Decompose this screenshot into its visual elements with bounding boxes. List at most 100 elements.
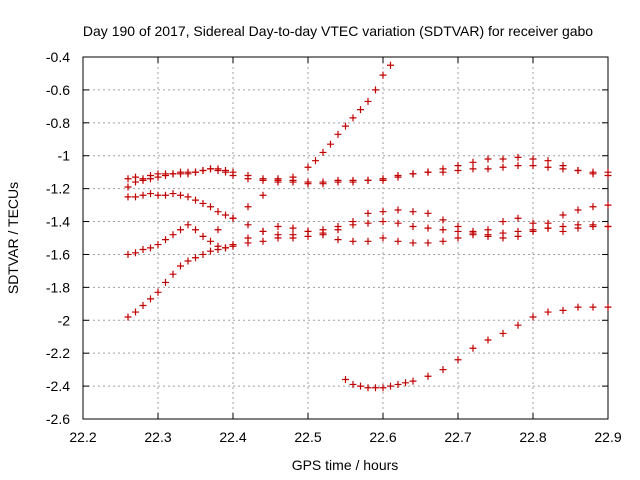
data-point: [439, 237, 447, 245]
data-point: [424, 372, 432, 380]
data-point: [499, 329, 507, 337]
data-point: [559, 162, 567, 170]
data-point: [304, 163, 312, 171]
data-point: [529, 219, 537, 227]
y-tick-label: -0.4: [46, 49, 70, 65]
data-point: [162, 236, 169, 244]
data-point: [289, 231, 297, 239]
data-point: [327, 140, 334, 148]
y-tick-label: -1.4: [46, 214, 70, 230]
data-point: [132, 193, 139, 201]
data-point: [214, 208, 222, 216]
data-point: [454, 162, 462, 170]
data-point: [289, 173, 297, 181]
data-point: [349, 237, 357, 245]
x-tick-label: 22.8: [519, 429, 546, 445]
data-point: [162, 171, 169, 179]
data-point: [454, 234, 462, 242]
data-point: [124, 250, 132, 258]
data-point: [244, 239, 252, 247]
data-point: [514, 321, 522, 329]
data-point: [334, 222, 342, 230]
data-point: [387, 382, 394, 390]
data-point: [454, 227, 462, 235]
data-point: [304, 180, 312, 188]
y-tick-label: -0.6: [46, 82, 70, 98]
data-point: [229, 171, 237, 179]
data-point: [559, 222, 567, 230]
data-point: [312, 157, 319, 165]
data-point: [124, 313, 132, 321]
y-tick-label: -2.2: [46, 345, 70, 361]
x-tick-label: 22.5: [294, 429, 321, 445]
data-point: [499, 218, 507, 226]
data-point: [207, 247, 214, 255]
data-point: [589, 221, 597, 229]
data-point: [192, 196, 199, 204]
data-point: [364, 97, 372, 105]
data-point: [259, 227, 267, 235]
data-point: [349, 114, 357, 122]
data-point: [409, 170, 417, 178]
data-point: [409, 208, 417, 216]
series-track-2: [124, 153, 612, 191]
data-point: [154, 241, 162, 249]
data-point: [229, 214, 237, 222]
data-point: [214, 246, 222, 254]
data-point: [394, 219, 402, 227]
series-track-5: [124, 218, 612, 321]
y-tick-label: -1.8: [46, 279, 70, 295]
data-point: [484, 165, 492, 173]
data-point: [334, 236, 342, 244]
data-point: [439, 216, 447, 224]
data-point: [154, 191, 162, 199]
data-point: [454, 356, 462, 364]
data-point: [604, 303, 612, 311]
data-point: [514, 227, 522, 235]
data-point: [124, 183, 132, 191]
data-point: [559, 306, 567, 314]
data-point: [394, 206, 402, 214]
data-point: [139, 191, 147, 199]
data-point: [484, 231, 492, 239]
data-point: [199, 199, 207, 207]
data-point: [349, 380, 357, 388]
data-point: [147, 244, 154, 252]
data-point: [147, 190, 154, 198]
data-point: [379, 176, 387, 184]
data-point: [469, 165, 477, 173]
data-point: [244, 175, 252, 183]
data-point: [274, 178, 282, 186]
y-tick-label: -0.8: [46, 115, 70, 131]
series-track-6: [214, 61, 394, 234]
series-track-3: [124, 190, 612, 242]
y-tick-label: -1: [58, 148, 71, 164]
data-point: [132, 308, 139, 316]
data-point: [229, 242, 237, 250]
data-point: [154, 288, 162, 296]
data-point: [177, 170, 184, 178]
data-point: [244, 221, 252, 229]
data-point: [529, 226, 537, 234]
data-point: [184, 170, 192, 178]
y-axis-title: SDTVAR / TECUs: [5, 182, 21, 294]
y-tick-label: -2: [58, 312, 71, 328]
data-point: [304, 227, 312, 235]
data-point: [192, 254, 199, 262]
data-point: [259, 191, 267, 199]
data-point: [274, 222, 282, 230]
tick-layer: 22.2 22.3 22.4 22.5 22.6 22.7 22.8 22.9 -2.6 -2.4…: [46, 49, 622, 445]
data-point: [124, 193, 132, 201]
data-point: [424, 239, 432, 247]
data-point: [334, 130, 342, 138]
data-point: [484, 155, 492, 163]
data-point: [319, 226, 327, 234]
data-point: [139, 246, 147, 254]
data-point: [604, 201, 612, 209]
data-point: [349, 221, 357, 229]
data-point: [342, 376, 349, 384]
data-point: [604, 222, 612, 230]
data-point: [169, 190, 177, 198]
data-point: [439, 226, 447, 234]
data-point: [364, 219, 372, 227]
